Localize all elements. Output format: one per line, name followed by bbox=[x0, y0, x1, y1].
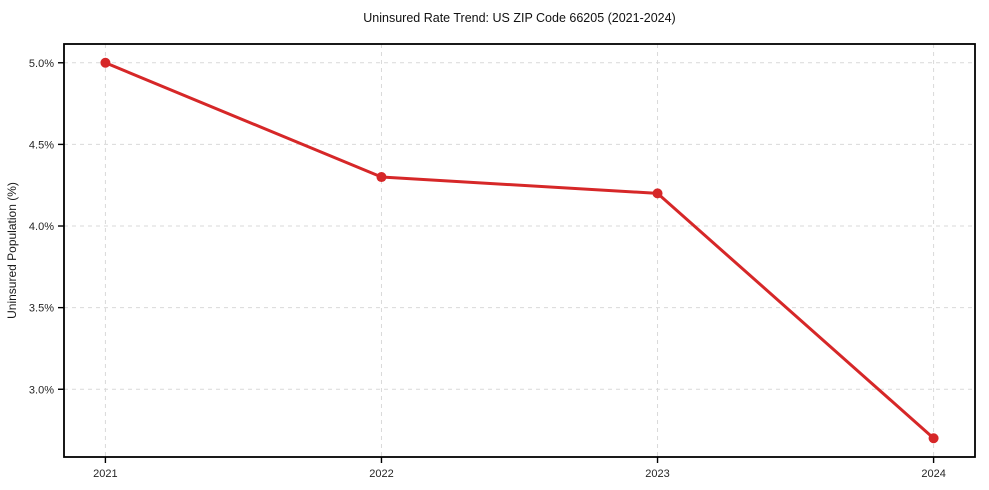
y-axis-tick-label: 3.5% bbox=[29, 303, 54, 315]
data-point-marker bbox=[376, 172, 387, 183]
y-axis-label: Uninsured Population (%) bbox=[5, 182, 19, 319]
y-axis-tick-label: 3.0% bbox=[29, 384, 54, 396]
x-axis-tick-label: 2021 bbox=[93, 468, 117, 480]
x-axis-tick-label: 2023 bbox=[645, 468, 669, 480]
data-point-marker bbox=[652, 188, 663, 199]
data-point-marker bbox=[100, 57, 111, 68]
x-axis-tick-label: 2022 bbox=[369, 468, 393, 480]
y-axis-tick-label: 5.0% bbox=[29, 58, 54, 70]
plot-border bbox=[63, 43, 976, 458]
data-point-marker bbox=[928, 433, 939, 444]
trend-line bbox=[103, 61, 936, 440]
y-axis-tick-label: 4.0% bbox=[29, 221, 54, 233]
x-axis-tick-label: 2024 bbox=[921, 468, 945, 480]
y-axis-tick-label: 4.5% bbox=[29, 139, 54, 151]
chart-title: Uninsured Rate Trend: US ZIP Code 66205 … bbox=[363, 11, 675, 25]
